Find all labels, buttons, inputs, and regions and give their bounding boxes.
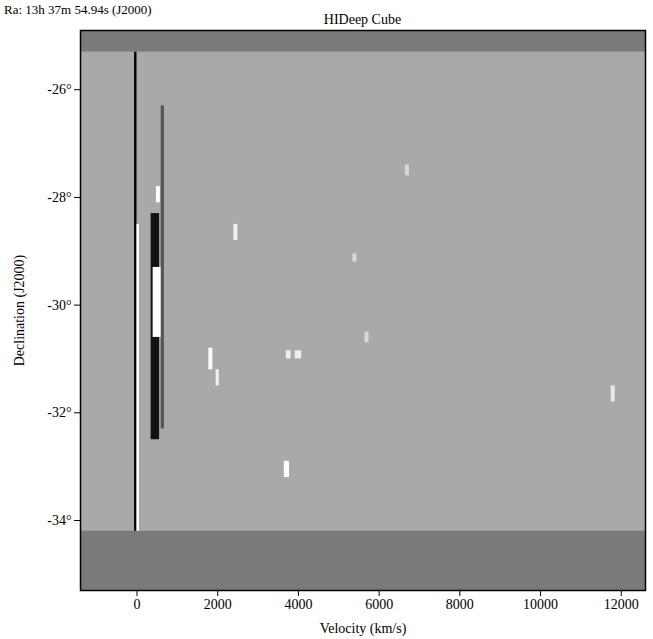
svg-text:8000: 8000: [446, 597, 474, 612]
svg-text:Velocity (km/s): Velocity (km/s): [320, 621, 407, 637]
svg-text:0: 0: [134, 597, 141, 612]
svg-text:-30°: -30°: [47, 298, 71, 313]
svg-text:-26°: -26°: [47, 82, 71, 97]
svg-text:6000: 6000: [365, 597, 393, 612]
svg-text:12000: 12000: [604, 597, 639, 612]
svg-text:-28°: -28°: [47, 190, 71, 205]
html-text:Ra: 13h 37m 54.94s (J2000): Ra: 13h 37m 54.94s (J2000): [4, 2, 152, 17]
svg-text:4000: 4000: [284, 597, 312, 612]
svg-text:10000: 10000: [523, 597, 558, 612]
svg-text:-34°: -34°: [47, 513, 71, 528]
svg-text:Declination (J2000): Declination (J2000): [12, 254, 28, 366]
svg-text:2000: 2000: [204, 597, 232, 612]
html-text:HIDeep Cube: HIDeep Cube: [323, 12, 402, 27]
svg-text:-32°: -32°: [47, 405, 71, 420]
